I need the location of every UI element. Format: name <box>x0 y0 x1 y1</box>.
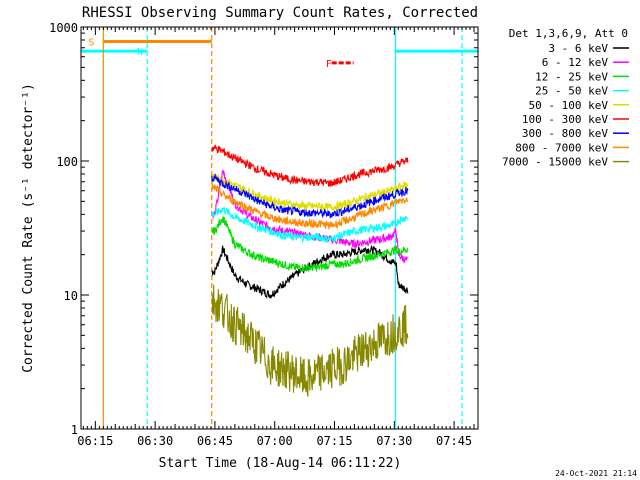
x-tick-label-0: 06:15 <box>77 434 113 448</box>
legend-title: Det 1,3,6,9, Att 0 <box>509 27 628 40</box>
timestamp: 24-Oct-2021 21:14 <box>555 469 637 478</box>
x-tick-label-2: 06:45 <box>197 434 233 448</box>
legend-label-3: 25 - 50 keV <box>535 85 608 98</box>
legend-label-0: 3 - 6 keV <box>548 42 608 55</box>
y-tick-label-0: 1 <box>71 423 78 437</box>
legend-label-7: 800 - 7000 keV <box>515 141 608 154</box>
legend-label-6: 300 - 800 keV <box>522 127 608 140</box>
flag-label-3: F <box>326 59 332 70</box>
plot-frame <box>80 26 479 430</box>
legend-label-8: 7000 - 15000 keV <box>502 156 608 169</box>
x-tick-label-3: 07:00 <box>257 434 293 448</box>
series-line-5 <box>211 144 409 187</box>
x-tick-label-1: 06:30 <box>137 434 173 448</box>
x-tick-label-6: 07:45 <box>436 434 472 448</box>
legend-label-4: 50 - 100 keV <box>529 99 609 112</box>
series-line-8 <box>211 284 409 397</box>
series-line-6 <box>211 173 409 219</box>
y-tick-label-1: 10 <box>64 289 78 303</box>
series-line-2 <box>211 216 409 272</box>
legend-label-5: 100 - 300 keV <box>522 113 608 126</box>
legend-label-1: 6 - 12 keV <box>542 56 609 69</box>
series-line-0 <box>211 245 409 299</box>
flag-label-0: S <box>88 37 94 48</box>
y-tick-label-2: 100 <box>56 155 78 169</box>
series-line-3 <box>211 207 409 244</box>
y-axis-label: Corrected Count Rate (s⁻¹ detector⁻¹) <box>21 83 36 373</box>
y-tick-label-3: 1000 <box>49 21 78 35</box>
series-line-4 <box>211 173 409 212</box>
flag-label-1: N <box>137 47 143 58</box>
x-tick-label-4: 07:15 <box>316 434 352 448</box>
x-axis-label: Start Time (18-Aug-14 06:11:22) <box>159 456 402 471</box>
series-line-7 <box>211 182 409 231</box>
legend-label-2: 12 - 25 keV <box>535 70 608 83</box>
chart-title: RHESSI Observing Summary Count Rates, Co… <box>82 5 478 21</box>
x-tick-label-5: 07:30 <box>376 434 412 448</box>
